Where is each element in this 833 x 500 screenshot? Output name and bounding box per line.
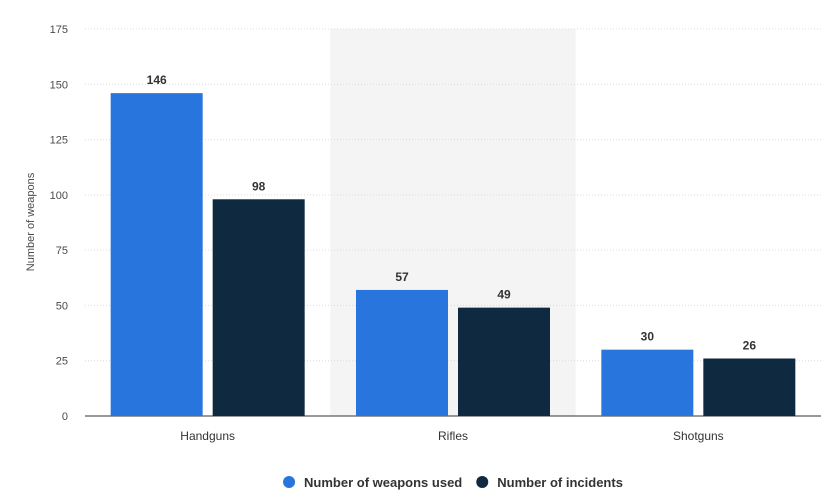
data-label-handguns-series-1: 146 bbox=[147, 73, 167, 87]
bar-layer bbox=[110, 93, 796, 416]
bar-shotguns-series-2[interactable] bbox=[703, 358, 796, 416]
bar-rifles-series-1[interactable] bbox=[356, 289, 448, 416]
x-tick-label-rifles: Rifles bbox=[438, 429, 468, 443]
data-label-shotguns-series-1: 30 bbox=[641, 330, 655, 344]
data-label-shotguns-series-2: 26 bbox=[743, 339, 757, 353]
bar-handguns-series-1[interactable] bbox=[110, 93, 203, 416]
bar-shotguns-series-1[interactable] bbox=[601, 349, 694, 416]
x-axis: Handguns Rifles Shotguns bbox=[180, 429, 723, 443]
data-label-layer: 146 98 57 49 30 26 bbox=[147, 73, 757, 352]
y-tick-label-75: 75 bbox=[56, 245, 68, 257]
grid-layer bbox=[85, 28, 821, 417]
data-label-rifles-series-1: 57 bbox=[395, 270, 409, 284]
bar-rifles-series-2[interactable] bbox=[458, 307, 550, 416]
y-tick-label-175: 175 bbox=[50, 24, 68, 36]
data-label-handguns-series-2: 98 bbox=[252, 179, 266, 193]
legend-item-series-1[interactable]: Number of weapons used bbox=[283, 475, 462, 490]
y-tick-label-125: 125 bbox=[50, 135, 68, 147]
legend-marker-icon bbox=[283, 476, 296, 488]
y-axis-title: Number of weapons bbox=[25, 172, 37, 271]
bar-handguns-series-2[interactable] bbox=[212, 199, 305, 416]
data-label-rifles-series-2: 49 bbox=[497, 288, 511, 302]
legend-label: Number of weapons used bbox=[304, 475, 462, 490]
y-tick-label-150: 150 bbox=[50, 79, 68, 91]
y-tick-label-0: 0 bbox=[62, 411, 68, 423]
y-tick-label-100: 100 bbox=[50, 190, 68, 202]
y-tick-label-25: 25 bbox=[56, 356, 68, 368]
legend: Number of weapons used Number of incident… bbox=[283, 475, 623, 490]
y-axis: 0 25 50 75 100 125 150 175 bbox=[50, 24, 68, 423]
x-tick-label-shotguns: Shotguns bbox=[673, 429, 724, 443]
y-tick-label-50: 50 bbox=[56, 300, 68, 312]
legend-item-series-2[interactable]: Number of incidents bbox=[476, 475, 623, 490]
x-tick-label-handguns: Handguns bbox=[180, 429, 235, 443]
legend-marker-icon bbox=[476, 476, 489, 488]
legend-label: Number of incidents bbox=[497, 475, 623, 490]
